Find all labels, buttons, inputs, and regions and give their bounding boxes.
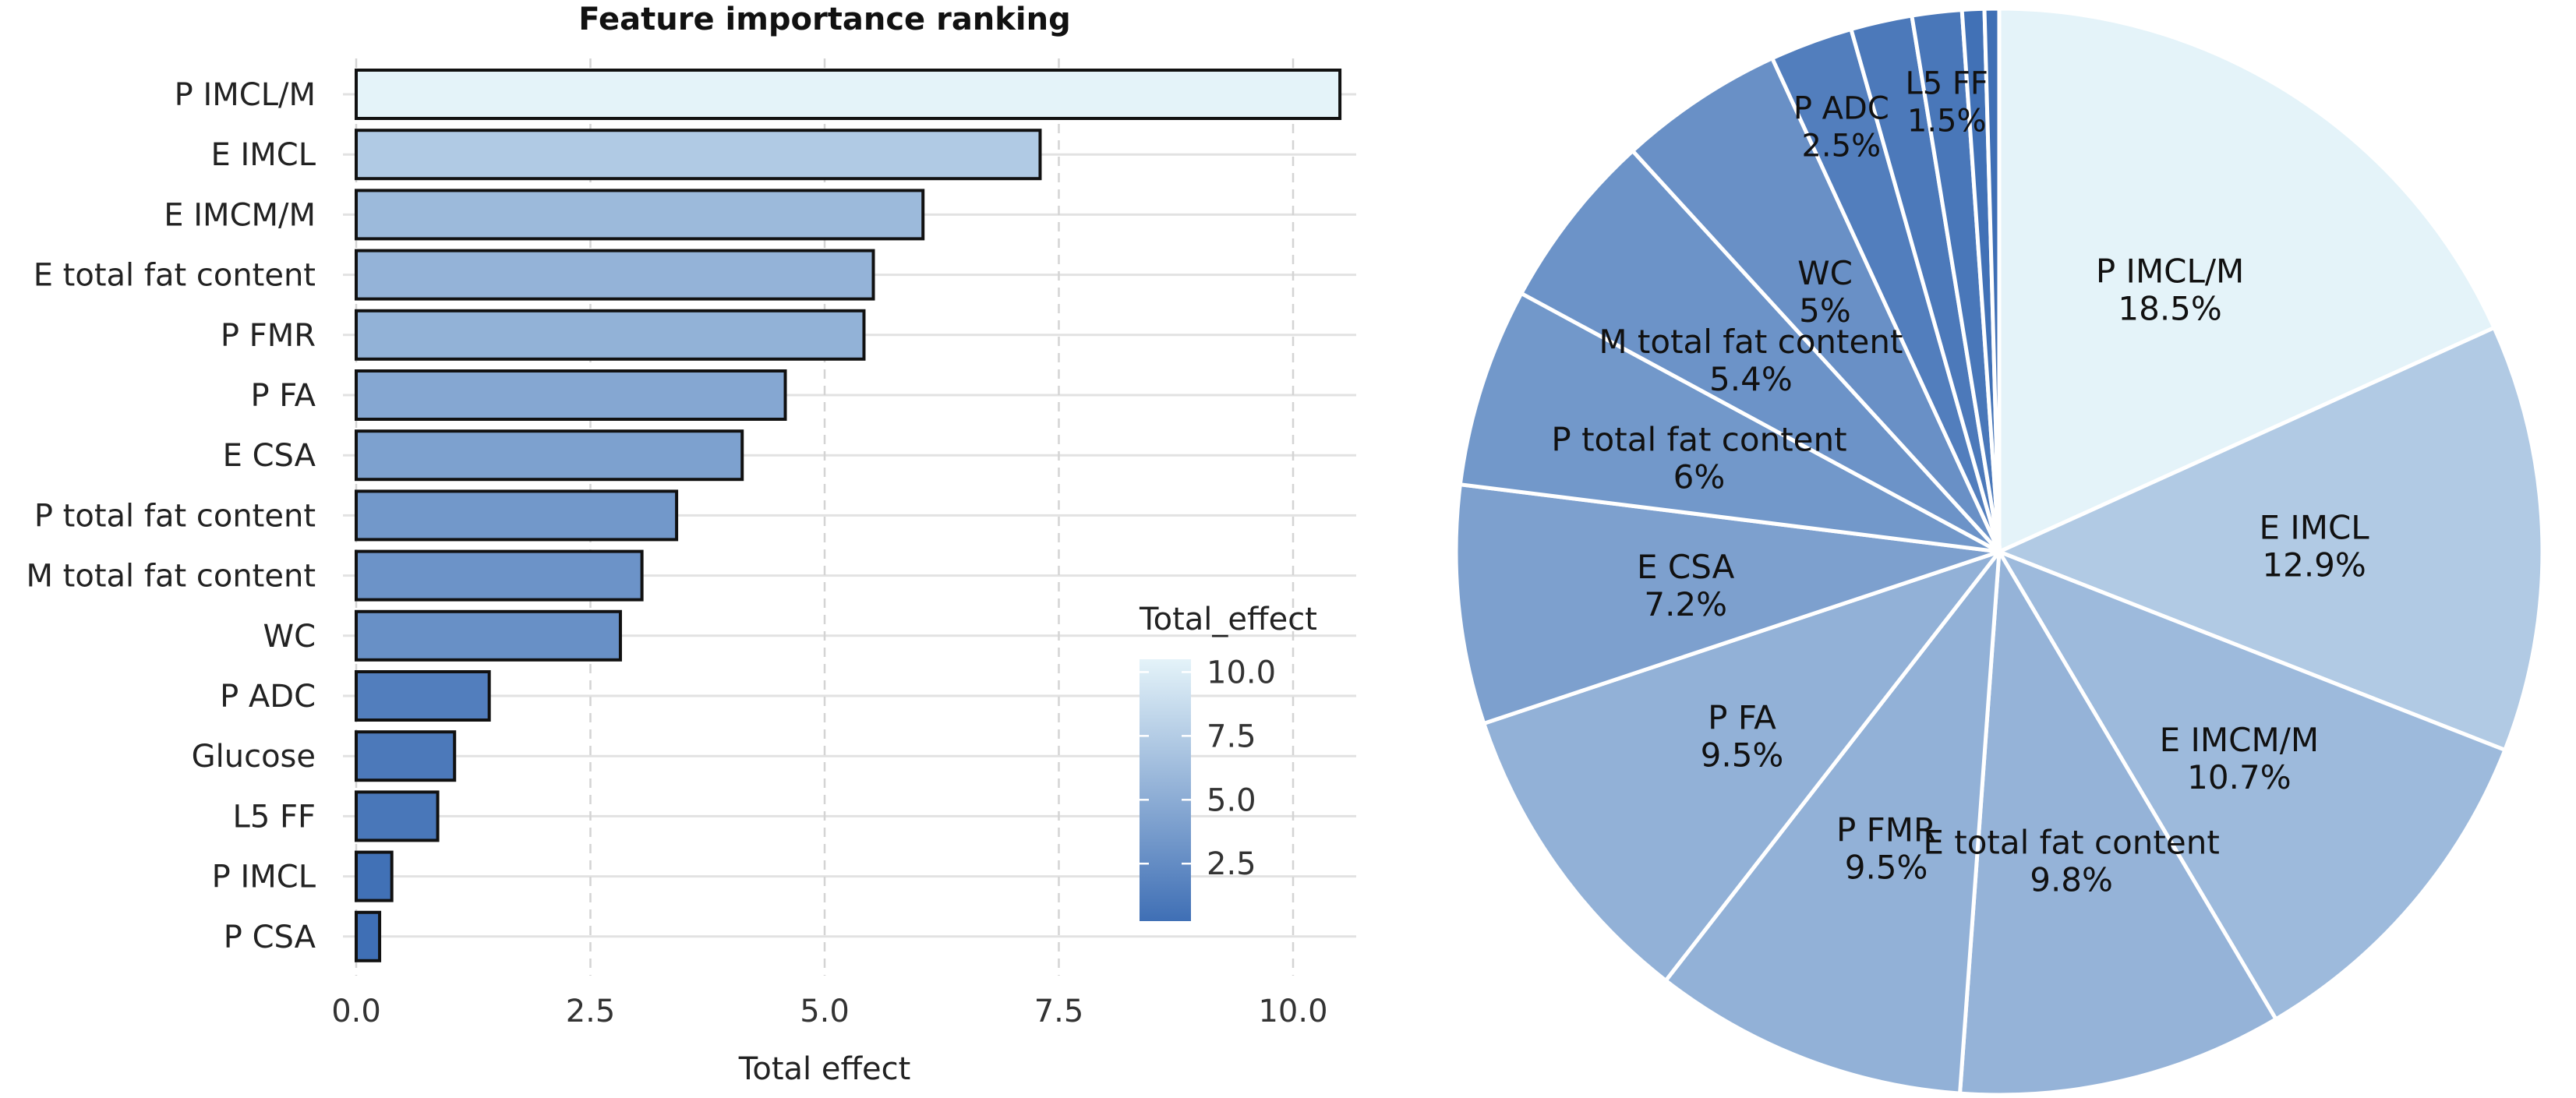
- color-legend: Total_effect 10.0 7.5 5.0 2.5: [1139, 602, 1317, 921]
- pie-slice-percent: 9.5%: [1701, 736, 1784, 775]
- bar-category-label: E total fat content: [34, 258, 316, 294]
- bar-category-label: P ADC: [220, 679, 316, 715]
- pie-slice-label: WC: [1797, 254, 1853, 292]
- bar-x-tick-labels: 0.0 2.5 5.0 7.5 10.0: [331, 994, 1327, 1029]
- bar-x-axis-label: Total effect: [738, 1051, 911, 1087]
- bar-x-tick-label: 0.0: [331, 994, 381, 1029]
- pie-slices: [1454, 6, 2545, 1097]
- pie-slice-percent: 6%: [1673, 458, 1726, 496]
- legend-tick-label: 5.0: [1207, 782, 1256, 818]
- bar: [355, 369, 787, 421]
- bar-category-label: P FMR: [221, 318, 316, 354]
- pie-slice-label: P FA: [1708, 699, 1776, 737]
- bar-category-label: Glucose: [192, 739, 316, 775]
- pie-slice: [1997, 6, 2497, 555]
- pie-slice: [1994, 325, 2545, 753]
- pie-slice-label: L5 FF: [1905, 65, 1988, 101]
- legend-tick-label: 10.0: [1207, 655, 1276, 690]
- pie-slice: [1458, 291, 2001, 554]
- pie-slice: [1481, 548, 2005, 983]
- pie-slice: [1957, 545, 2279, 1097]
- bar-x-tick-label: 10.0: [1258, 994, 1327, 1029]
- bar-chart-title: Feature importance ranking: [578, 2, 1070, 37]
- bar-category-label: P total fat content: [34, 498, 316, 534]
- pie-slice: [1518, 148, 2001, 554]
- bar: [355, 549, 644, 602]
- pie-slice-label: E IMCL: [2259, 509, 2369, 547]
- pie-slice-label: P FMR: [1836, 810, 1936, 849]
- pie-slice-label: E CSA: [1637, 548, 1735, 586]
- bar: [355, 489, 679, 542]
- bar: [355, 790, 440, 842]
- bar-category-label: WC: [263, 619, 316, 655]
- bar-category-label: L5 FF: [233, 799, 316, 835]
- bar: [355, 730, 457, 782]
- pie-slice: [1982, 6, 2002, 553]
- bar: [355, 850, 394, 902]
- bar: [355, 129, 1042, 181]
- bar-x-tick-label: 7.5: [1034, 994, 1084, 1029]
- bar: [355, 910, 382, 962]
- pie-slice-percent: 12.9%: [2262, 546, 2366, 584]
- legend-title: Total_effect: [1139, 602, 1317, 637]
- pie-slice: [1630, 55, 2002, 553]
- pie-slice-percent: 2.5%: [1801, 129, 1881, 164]
- legend-ticks: 10.0 7.5 5.0 2.5: [1140, 655, 1276, 882]
- bar: [355, 670, 491, 722]
- pie-slice-percent: 7.2%: [1644, 585, 1727, 623]
- bar-category-label: M total fat content: [26, 559, 316, 595]
- bar-category-label: P CSA: [224, 920, 316, 955]
- pie-slice-label: E total fat content: [1923, 824, 2219, 862]
- bar-category-label: E CSA: [223, 438, 316, 474]
- bar-chart-panel: Feature importance ranking P IMCL/M E IMC…: [26, 2, 1356, 1087]
- pie-slice: [1663, 545, 2002, 1096]
- bar: [355, 189, 925, 241]
- pie-slice-percent: 5%: [1799, 291, 1851, 330]
- pie-slice-percent: 9.5%: [1845, 848, 1928, 886]
- pie-slice-label: E IMCM/M: [2160, 721, 2319, 759]
- pie-slice-percent: 10.7%: [2187, 758, 2291, 796]
- legend-colorbar: [1140, 659, 1191, 921]
- pie-slice-percent: 1.5%: [1907, 103, 1987, 139]
- bar-category-label: E IMCM/M: [164, 197, 316, 233]
- legend-tick-label: 7.5: [1207, 718, 1256, 754]
- pie-slice-label: P total fat content: [1551, 421, 1846, 459]
- bar-category-label: P IMCL/M: [175, 77, 316, 113]
- pie-slice-label: M total fat content: [1599, 323, 1903, 361]
- bar-category-label: E IMCL: [210, 137, 316, 173]
- bar: [355, 309, 866, 361]
- bar-category-label: P IMCL: [212, 860, 316, 895]
- bar: [355, 429, 744, 482]
- pie-slice: [1995, 548, 2508, 1022]
- bar: [355, 69, 1342, 120]
- bar-category-label: P FA: [250, 378, 316, 414]
- bar: [355, 249, 875, 301]
- bar-x-tick-label: 2.5: [566, 994, 616, 1029]
- bar-category-labels: P IMCL/M E IMCL E IMCM/M E total fat conten…: [26, 77, 316, 955]
- pie-slice: [1454, 482, 2000, 726]
- pie-slice-percent: 9.8%: [2030, 861, 2113, 899]
- pie-slice-percent: 18.5%: [2118, 289, 2221, 327]
- pie-slice-label: P IMCL/M: [2096, 252, 2244, 290]
- pie-slice-label: P ADC: [1793, 91, 1889, 127]
- bar-x-tick-label: 5.0: [800, 994, 850, 1029]
- legend-tick-label: 2.5: [1207, 846, 1256, 882]
- pie-slice-percent: 5.4%: [1709, 360, 1793, 398]
- bar: [355, 609, 622, 662]
- bar-series: [355, 69, 1342, 962]
